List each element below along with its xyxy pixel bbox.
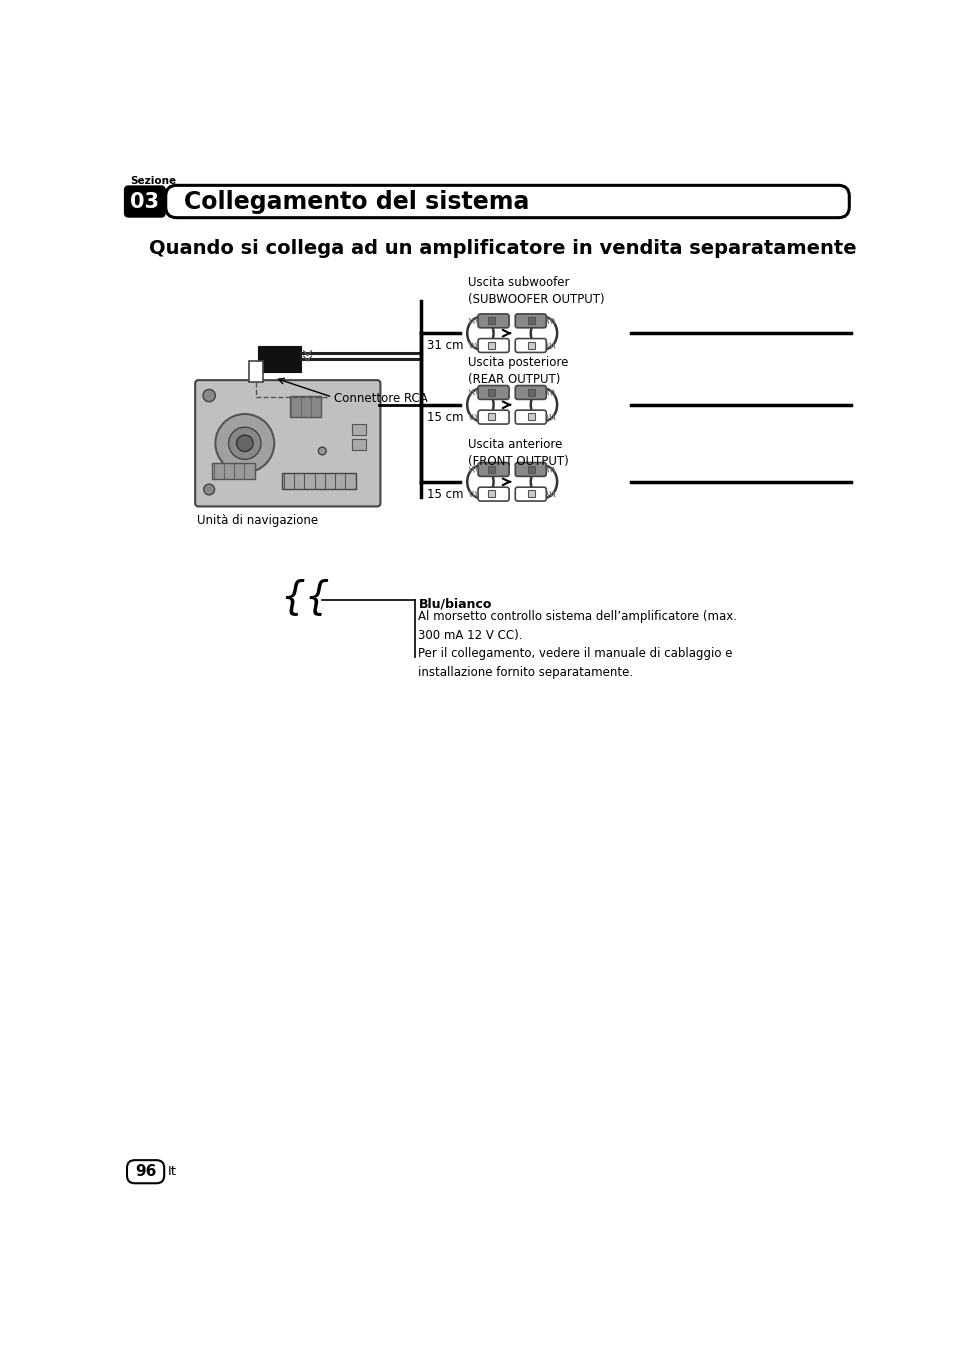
Bar [488,316,495,324]
FancyBboxPatch shape [477,487,509,502]
FancyBboxPatch shape [124,185,166,218]
FancyBboxPatch shape [477,314,509,327]
Bar [488,465,495,473]
FancyBboxPatch shape [477,338,509,353]
Text: Al morsetto controllo sistema dell’amplificatore (max.
300 mA 12 V CC).
Per il c: Al morsetto controllo sistema dell’ampli… [418,610,737,679]
Bar [282,473,355,489]
Bar [488,491,495,498]
Text: Collegamento del sistema: Collegamento del sistema [184,189,529,214]
Text: Uscita subwoofer
(SUBWOOFER OUTPUT): Uscita subwoofer (SUBWOOFER OUTPUT) [468,276,604,306]
Bar [352,439,365,450]
FancyBboxPatch shape [515,410,546,425]
Bar [528,414,535,420]
Text: It: It [168,1165,177,1178]
Circle shape [215,414,274,473]
Text: Blu/bianco: Blu/bianco [418,598,491,610]
FancyBboxPatch shape [195,380,380,507]
Bar [528,342,535,349]
Bar [528,388,535,396]
Circle shape [236,435,253,452]
Text: 96: 96 [134,1164,156,1179]
Text: Uscita posteriore
(REAR OUTPUT): Uscita posteriore (REAR OUTPUT) [468,357,568,387]
Text: Connettore RCA: Connettore RCA [334,392,427,404]
Bar [258,347,301,372]
Circle shape [229,427,261,460]
FancyBboxPatch shape [515,338,546,353]
Bar [249,361,263,383]
FancyBboxPatch shape [515,385,546,399]
Bar [528,491,535,498]
Bar [290,396,320,418]
FancyBboxPatch shape [127,1160,164,1183]
Text: Uscita anteriore
(FRONT OUTPUT): Uscita anteriore (FRONT OUTPUT) [468,438,568,468]
Text: Unità di navigazione: Unità di navigazione [196,514,317,527]
Text: Quando si collega ad un amplificatore in vendita separatamente: Quando si collega ad un amplificatore in… [149,239,856,258]
FancyBboxPatch shape [515,314,546,327]
Bar [212,462,254,480]
Circle shape [318,448,326,454]
Text: {{: {{ [280,579,330,617]
FancyBboxPatch shape [166,185,848,218]
Text: 15 cm: 15 cm [427,488,463,502]
Bar [488,342,495,349]
Text: Sezione: Sezione [130,176,176,187]
Bar [352,425,365,435]
Text: 03: 03 [131,192,159,211]
Bar [528,316,535,324]
Text: 31 cm: 31 cm [427,339,463,353]
FancyBboxPatch shape [477,410,509,425]
Circle shape [203,389,215,402]
Text: 15 cm: 15 cm [427,411,463,425]
FancyBboxPatch shape [515,462,546,476]
Bar [488,388,495,396]
Circle shape [204,484,214,495]
FancyBboxPatch shape [515,487,546,502]
FancyBboxPatch shape [477,462,509,476]
Bar [528,465,535,473]
Bar [488,414,495,420]
FancyBboxPatch shape [477,385,509,399]
